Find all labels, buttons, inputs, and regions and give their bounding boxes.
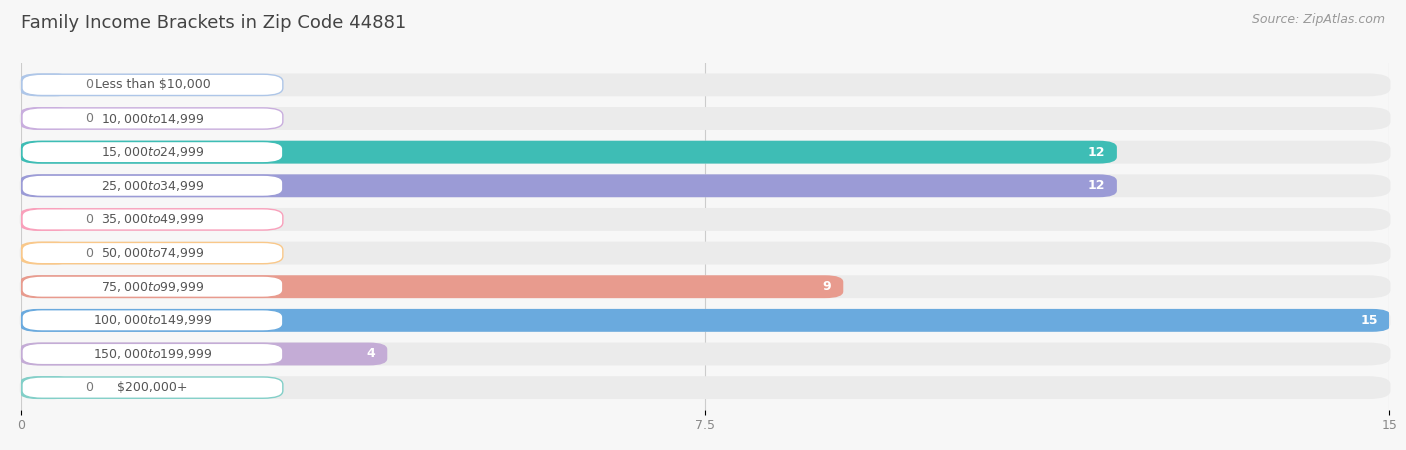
Text: $150,000 to $199,999: $150,000 to $199,999 xyxy=(93,347,212,361)
Text: $100,000 to $149,999: $100,000 to $149,999 xyxy=(93,313,212,327)
Text: $50,000 to $74,999: $50,000 to $74,999 xyxy=(101,246,204,260)
FancyBboxPatch shape xyxy=(20,174,1116,197)
FancyBboxPatch shape xyxy=(20,242,73,265)
Text: 0: 0 xyxy=(84,78,93,91)
FancyBboxPatch shape xyxy=(20,174,1391,197)
FancyBboxPatch shape xyxy=(22,243,283,264)
FancyBboxPatch shape xyxy=(22,209,283,230)
Text: $35,000 to $49,999: $35,000 to $49,999 xyxy=(101,212,204,226)
FancyBboxPatch shape xyxy=(20,141,1391,164)
FancyBboxPatch shape xyxy=(20,242,1391,265)
Text: 0: 0 xyxy=(84,381,93,394)
FancyBboxPatch shape xyxy=(22,310,283,331)
Text: 15: 15 xyxy=(1361,314,1378,327)
FancyBboxPatch shape xyxy=(20,107,1391,130)
FancyBboxPatch shape xyxy=(20,141,1116,164)
FancyBboxPatch shape xyxy=(20,208,1391,231)
Text: 0: 0 xyxy=(84,247,93,260)
Text: $25,000 to $34,999: $25,000 to $34,999 xyxy=(101,179,204,193)
FancyBboxPatch shape xyxy=(22,175,283,196)
Text: Less than $10,000: Less than $10,000 xyxy=(94,78,211,91)
FancyBboxPatch shape xyxy=(20,376,73,399)
Text: 12: 12 xyxy=(1087,179,1105,192)
FancyBboxPatch shape xyxy=(20,275,844,298)
FancyBboxPatch shape xyxy=(20,376,1391,399)
FancyBboxPatch shape xyxy=(20,73,1391,96)
Text: Family Income Brackets in Zip Code 44881: Family Income Brackets in Zip Code 44881 xyxy=(21,14,406,32)
Text: $200,000+: $200,000+ xyxy=(117,381,187,394)
FancyBboxPatch shape xyxy=(22,377,283,398)
FancyBboxPatch shape xyxy=(20,342,387,365)
Text: 0: 0 xyxy=(84,112,93,125)
FancyBboxPatch shape xyxy=(20,208,73,231)
Text: Source: ZipAtlas.com: Source: ZipAtlas.com xyxy=(1251,14,1385,27)
Text: $10,000 to $14,999: $10,000 to $14,999 xyxy=(101,112,204,126)
FancyBboxPatch shape xyxy=(20,342,1391,365)
FancyBboxPatch shape xyxy=(22,343,283,365)
FancyBboxPatch shape xyxy=(20,309,1391,332)
Text: 4: 4 xyxy=(366,347,375,360)
Text: 12: 12 xyxy=(1087,146,1105,159)
FancyBboxPatch shape xyxy=(20,275,1391,298)
Text: $15,000 to $24,999: $15,000 to $24,999 xyxy=(101,145,204,159)
Text: $75,000 to $99,999: $75,000 to $99,999 xyxy=(101,280,204,294)
Text: 9: 9 xyxy=(823,280,831,293)
FancyBboxPatch shape xyxy=(22,108,283,129)
FancyBboxPatch shape xyxy=(20,107,73,130)
FancyBboxPatch shape xyxy=(22,74,283,95)
FancyBboxPatch shape xyxy=(22,276,283,297)
FancyBboxPatch shape xyxy=(20,73,73,96)
FancyBboxPatch shape xyxy=(20,309,1391,332)
FancyBboxPatch shape xyxy=(22,141,283,163)
Text: 0: 0 xyxy=(84,213,93,226)
